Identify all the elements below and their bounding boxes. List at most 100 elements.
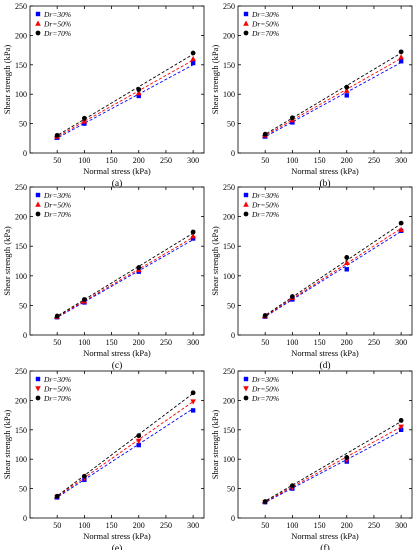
x-axis-label: Normal stress (kPa) [83,531,151,541]
legend-marker-triangle-up [243,20,249,26]
fit-line-circle [262,421,402,504]
legend-marker-square [243,11,249,17]
legend-marker-circle [35,395,41,401]
legend-label: Dr=50% [251,200,279,209]
x-tick-label: 50 [53,156,61,165]
y-tick-label: 50 [19,301,27,310]
fit-line-triangle-down [262,426,402,504]
x-tick-label: 250 [368,338,380,347]
data-point-square [190,408,196,413]
fit-line-circle [262,223,402,318]
data-point-square [190,236,196,241]
y-tick-label: 250 [15,183,27,192]
panel-label: (e) [112,543,123,550]
plot-frame [29,5,205,154]
y-tick-label: 250 [223,2,235,11]
data-point-square [344,93,349,98]
x-axis-label: Normal stress (kPa) [83,348,151,358]
legend-label: Dr=70% [43,210,71,219]
x-tick-label: 200 [133,521,145,530]
data-point-square [136,93,141,99]
legend-label: Dr=30% [251,10,279,19]
data-point-circle [136,265,142,270]
legend-label: Dr=70% [43,29,71,38]
x-tick-label: 200 [341,338,353,347]
fit-line-triangle-up [54,59,194,139]
data-point-circle [190,229,196,235]
legend-marker-circle [243,30,249,36]
y-tick-label: 50 [227,301,235,310]
fit-line-circle [54,392,194,499]
x-tick-label: 150 [314,156,326,165]
data-point-circle [344,455,350,460]
chart-panel: 50 100 150 200 250 300 0 50 100 150 200 250 Normal s… [2,2,205,189]
x-tick-label: 150 [106,521,118,530]
legend-label: Dr=30% [43,10,71,19]
y-tick-label: 250 [15,2,27,11]
data-point-circle [344,255,350,260]
data-point-triangle-up [398,54,404,60]
data-point-circle [190,390,196,396]
data-point-triangle-down [190,399,196,405]
data-point-circle [262,131,268,137]
legend-label: Dr=30% [251,375,279,384]
x-tick-label: 200 [133,338,145,347]
x-tick-label: 200 [341,521,353,530]
legend-marker-triangle-up [35,20,41,26]
y-tick-label: 150 [223,242,235,251]
y-tick-label: 250 [223,367,235,376]
x-tick-label: 300 [187,156,199,165]
chart-panel: 50 100 150 200 250 300 0 50 100 150 200 250 Normal s… [2,183,205,371]
legend-label: Dr=30% [43,191,71,200]
y-tick-label: 50 [19,485,27,494]
x-tick-label: 300 [395,338,407,347]
legend-label: Dr=70% [251,29,279,38]
data-point-square [190,60,196,66]
legend-marker-triangle-up [35,201,41,207]
legend-label: Dr=70% [43,394,71,403]
chart-panel: 50 100 150 200 250 300 0 50 100 150 200 250 Normal s… [210,367,413,550]
data-point-triangle-up [343,259,350,265]
x-tick-label: 50 [53,521,61,530]
legend-label: Dr=30% [251,191,279,200]
panel-label: (a) [112,178,123,189]
y-tick-label: 0 [231,149,235,158]
data-point-square [136,442,141,448]
data-point-triangle-up [81,118,88,124]
panel-label: (b) [319,178,330,189]
y-tick-label: 150 [15,426,27,435]
legend-label: Dr=50% [43,19,71,28]
data-point-circle [136,433,142,439]
data-point-square [398,59,404,64]
y-tick-label: 0 [23,149,27,158]
y-tick-label: 100 [223,90,235,99]
fit-line-square [262,430,402,505]
y-axis-label: Shear strength (kPa) [2,45,12,115]
plot-frame [237,186,413,336]
plot-frame [29,186,205,336]
data-point-circle [289,115,295,121]
data-point-circle [81,115,87,121]
legend-marker-square [35,376,41,382]
data-point-circle [54,313,60,319]
legend-label: Dr=70% [251,394,279,403]
legend-marker-square [35,11,41,17]
data-point-triangle-up [398,226,404,232]
x-tick-label: 200 [341,156,353,165]
y-tick-label: 200 [15,396,27,405]
data-point-circle [81,297,87,302]
panel-label: (d) [319,360,330,371]
y-axis-label: Shear strength (kPa) [210,45,220,115]
y-tick-label: 0 [23,514,27,523]
x-axis-label: Normal stress (kPa) [291,531,359,541]
legend-label: Dr=30% [43,375,71,384]
legend-marker-square [243,376,249,382]
data-point-triangle-up [343,87,350,93]
fit-line-circle [262,52,402,137]
data-point-square [344,267,349,272]
data-point-circle [136,87,142,92]
y-tick-label: 100 [223,455,235,464]
legend-label: Dr=50% [43,200,71,209]
data-point-triangle-up [190,233,196,239]
